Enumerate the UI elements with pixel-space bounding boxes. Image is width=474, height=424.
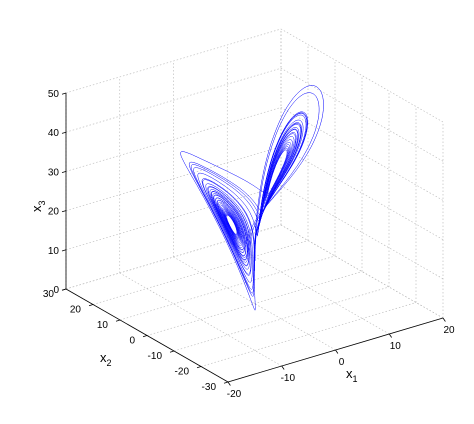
x3-tick-label: 30: [48, 167, 60, 178]
x2-tick-label: 30: [43, 289, 55, 300]
grid-lines: [65, 28, 444, 383]
x2-tick-mark: [142, 335, 148, 338]
x2-tick-mark: [223, 381, 229, 384]
grid-line: [65, 146, 282, 211]
grid-line: [65, 185, 282, 251]
x1-tick-label: -20: [227, 389, 242, 400]
grid-line: [173, 286, 390, 352]
x3-tick-label: 50: [48, 89, 60, 100]
x3-tick-label: 40: [48, 128, 60, 139]
x2-tick-mark: [169, 350, 175, 353]
axes-frame: [61, 92, 446, 386]
grid-line: [65, 67, 282, 133]
x1-axis-label: x1: [346, 366, 358, 384]
x3-tick-mark: [61, 249, 67, 252]
x2-tick-mark: [115, 319, 121, 322]
x3-axis-label: x3: [29, 200, 47, 212]
x2-tick-mark: [88, 304, 94, 307]
grid-line: [92, 240, 309, 305]
x3-tick-label: 10: [48, 246, 60, 257]
x1-tick-label: 10: [390, 341, 402, 352]
grid-line: [65, 107, 282, 172]
x1-tick-mark: [281, 365, 285, 370]
x2-tick-label: 20: [70, 305, 82, 316]
x1-tick-mark: [335, 349, 339, 354]
x1-tick-label: 20: [443, 325, 455, 336]
x1-tick-label: 0: [339, 357, 345, 368]
x2-tick-mark: [196, 366, 202, 369]
grid-line: [146, 271, 363, 336]
x3-tick-mark: [61, 171, 67, 173]
x3-tick-mark: [61, 131, 67, 134]
grid-line: [65, 28, 282, 94]
x2-axis-label: x2: [100, 350, 112, 368]
trajectory-line: [180, 85, 324, 311]
trajectory-series: [180, 85, 324, 311]
x1-tick-label: -10: [281, 373, 296, 384]
grid-line: [280, 28, 444, 123]
x1-tick-mark: [227, 381, 231, 386]
x2-tick-label: 0: [129, 336, 135, 347]
x1-tick-mark: [442, 317, 446, 322]
grid-line: [200, 302, 417, 367]
grid-line: [65, 224, 282, 290]
x2-tick-label: -20: [175, 367, 190, 378]
x3-tick-mark: [61, 92, 67, 95]
x1-tick-mark: [388, 333, 392, 338]
x3-tick-label: 0: [53, 285, 59, 296]
x2-tick-label: -10: [148, 351, 163, 362]
x2-tick-label: 10: [97, 320, 109, 331]
grid-line: [119, 255, 336, 321]
x3-tick-mark: [61, 288, 67, 291]
x2-tick-label: -30: [202, 382, 217, 393]
x3-tick-mark: [61, 210, 67, 213]
x3-tick-label: 20: [48, 207, 60, 218]
